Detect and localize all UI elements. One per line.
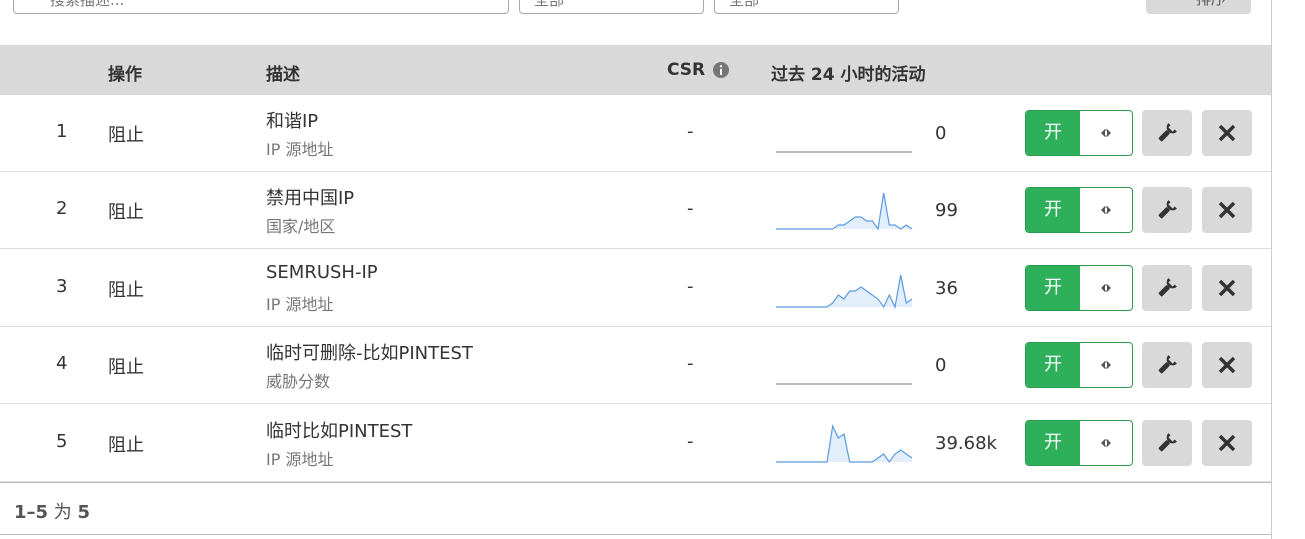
delete-button[interactable] bbox=[1202, 187, 1252, 234]
csr-value: - bbox=[687, 275, 694, 297]
total: 5 bbox=[77, 502, 91, 523]
sort-button[interactable]: 排序 bbox=[1146, 0, 1251, 14]
rule-field: IP 源地址 bbox=[266, 140, 334, 159]
sparkline-area bbox=[776, 274, 912, 307]
delete-button[interactable] bbox=[1202, 419, 1252, 466]
row-index: 1 bbox=[56, 121, 68, 142]
toggle-handle bbox=[1080, 266, 1132, 310]
sparkline-line bbox=[776, 193, 913, 231]
rule-description: 和谐IP bbox=[266, 111, 319, 132]
filter-select[interactable]: 全部 bbox=[714, 0, 899, 14]
rule-field: IP 源地址 bbox=[266, 449, 334, 469]
delete-button[interactable] bbox=[1202, 264, 1252, 311]
activity-sparkline bbox=[776, 423, 913, 463]
rule-toggle[interactable]: 开 bbox=[1025, 419, 1133, 466]
table-row: 5 阻止 临时比如PINTEST IP 源地址 - 39.68k 开 bbox=[0, 405, 1271, 482]
toggle-handle bbox=[1080, 188, 1132, 232]
separator: 为 bbox=[53, 502, 72, 523]
table-row: 3 阻止 SEMRUSH-IP IP 源地址 - 36 开 bbox=[0, 250, 1271, 327]
placeholder: 搜索描述... bbox=[50, 0, 125, 9]
csr-value: - bbox=[687, 198, 694, 220]
rule-action: 阻止 bbox=[108, 202, 144, 224]
sparkline-area bbox=[776, 193, 912, 230]
range: 1–5 bbox=[14, 502, 49, 523]
select-value: 全部 bbox=[534, 0, 565, 9]
request-count: 36 bbox=[935, 277, 958, 299]
delete-button[interactable] bbox=[1202, 342, 1252, 389]
rule-description: SEMRUSH-IP bbox=[266, 261, 378, 283]
delete-button[interactable] bbox=[1202, 110, 1252, 156]
header-cell: 操作 bbox=[108, 65, 142, 85]
header-cell: 过去 24 小时的活动 bbox=[771, 65, 926, 85]
request-count: 99 bbox=[935, 200, 958, 222]
rule-field: 国家/地区 bbox=[266, 217, 336, 237]
csr-value: - bbox=[687, 430, 694, 452]
header-cell: 描述 bbox=[266, 65, 300, 85]
select-value: 全部 bbox=[729, 0, 760, 9]
edit-button[interactable] bbox=[1142, 419, 1192, 466]
toggle-on: 开 bbox=[1026, 188, 1080, 233]
rule-toggle[interactable]: 开 bbox=[1025, 342, 1133, 389]
search-input[interactable]: 搜索描述... bbox=[13, 0, 509, 14]
rule-field: IP 源地址 bbox=[266, 294, 334, 314]
sparkline-line bbox=[776, 274, 913, 309]
sparkline-line bbox=[776, 423, 913, 463]
toggle-on: 开 bbox=[1026, 111, 1080, 155]
row-index: 2 bbox=[56, 198, 68, 220]
activity-sparkline bbox=[776, 151, 912, 153]
header-cell: CSR bbox=[667, 60, 706, 80]
table-footer: 1–5 为 5 bbox=[0, 482, 1271, 535]
table-header: 操作 描述 CSR 过去 24 小时的活动 bbox=[0, 45, 1271, 95]
csr-value: - bbox=[687, 121, 694, 142]
toggle-handle bbox=[1080, 421, 1132, 465]
toggle-on: 开 bbox=[1026, 420, 1080, 465]
rule-description: 禁用中国IP bbox=[266, 188, 355, 210]
request-count: 0 bbox=[935, 355, 947, 377]
toggle-handle bbox=[1080, 111, 1132, 155]
table-row: 2 阻止 禁用中国IP 国家/地区 - 99 开 bbox=[0, 172, 1271, 250]
rule-action: 阻止 bbox=[108, 279, 144, 301]
pagination-info: 1–5 为 5 bbox=[14, 498, 90, 524]
request-count: 0 bbox=[935, 123, 947, 144]
toggle-on: 开 bbox=[1026, 343, 1080, 388]
rule-toggle[interactable]: 开 bbox=[1025, 264, 1133, 311]
csr-value: - bbox=[687, 353, 694, 375]
activity-sparkline bbox=[776, 274, 913, 309]
row-index: 4 bbox=[56, 353, 68, 375]
request-count: 39.68k bbox=[935, 432, 997, 454]
toggle-handle bbox=[1080, 343, 1132, 387]
rule-field: 威胁分数 bbox=[266, 372, 331, 392]
rule-toggle[interactable]: 开 bbox=[1025, 187, 1133, 234]
toggle-on: 开 bbox=[1026, 265, 1080, 310]
activity-sparkline bbox=[776, 383, 912, 386]
info-icon[interactable] bbox=[712, 61, 730, 79]
edit-button[interactable] bbox=[1142, 110, 1192, 156]
row-index: 3 bbox=[56, 275, 68, 297]
rule-toggle[interactable]: 开 bbox=[1025, 110, 1133, 156]
rule-description: 临时可删除-比如PINTEST bbox=[266, 343, 473, 365]
rule-action: 阻止 bbox=[108, 357, 144, 379]
edit-button[interactable] bbox=[1142, 264, 1192, 311]
filter-select[interactable]: 全部 bbox=[519, 0, 704, 14]
rule-description: 临时比如PINTEST bbox=[266, 420, 413, 442]
table-row: 4 阻止 临时可删除-比如PINTEST 威胁分数 - 0 开 bbox=[0, 327, 1271, 405]
row-index: 5 bbox=[56, 430, 68, 452]
edit-button[interactable] bbox=[1142, 187, 1192, 234]
activity-sparkline bbox=[776, 193, 913, 231]
button-label: 排序 bbox=[1196, 0, 1226, 8]
table-row: 1 阻止 和谐IP IP 源地址 - 0 开 bbox=[0, 95, 1271, 172]
rule-action: 阻止 bbox=[108, 125, 144, 146]
edit-button[interactable] bbox=[1142, 342, 1192, 389]
sparkline-area bbox=[776, 425, 912, 462]
rule-action: 阻止 bbox=[108, 434, 144, 456]
border bbox=[1271, 0, 1272, 539]
